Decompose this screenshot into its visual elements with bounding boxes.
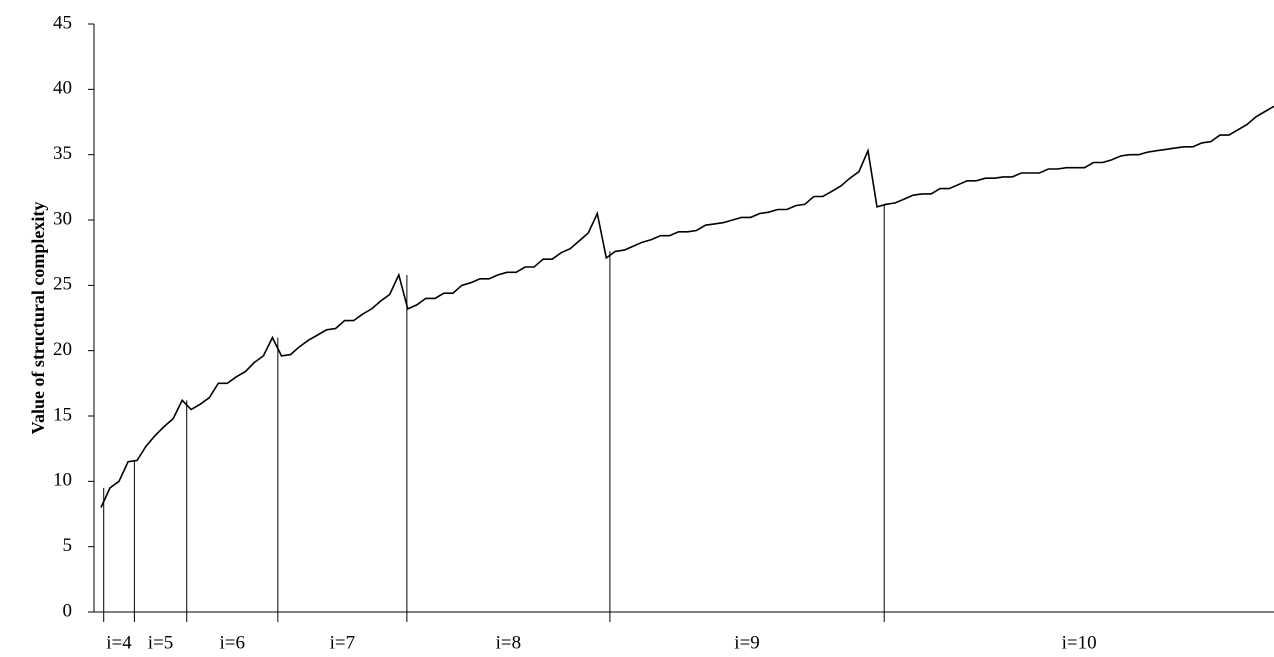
y-tick-label: 0: [63, 600, 73, 621]
region-label: i=8: [496, 632, 522, 653]
y-tick-label: 30: [53, 208, 72, 229]
region-label: i=7: [330, 632, 356, 653]
region-label: i=6: [220, 632, 246, 653]
region-label: i=4: [106, 632, 132, 653]
data-line: [100, 105, 1274, 508]
y-axis-label: Value of structural complexity: [28, 202, 48, 435]
y-tick-label: 35: [53, 143, 72, 164]
region-label: i=9: [734, 632, 760, 653]
y-tick-label: 45: [53, 12, 72, 33]
y-tick-label: 40: [53, 78, 72, 99]
region-label: i=5: [148, 632, 174, 653]
y-tick-label: 10: [53, 470, 72, 491]
y-tick-label: 25: [53, 274, 72, 295]
y-tick-label: 20: [53, 339, 72, 360]
y-tick-label: 15: [53, 404, 72, 425]
region-label: i=10: [1062, 632, 1097, 653]
y-tick-label: 5: [63, 535, 73, 556]
